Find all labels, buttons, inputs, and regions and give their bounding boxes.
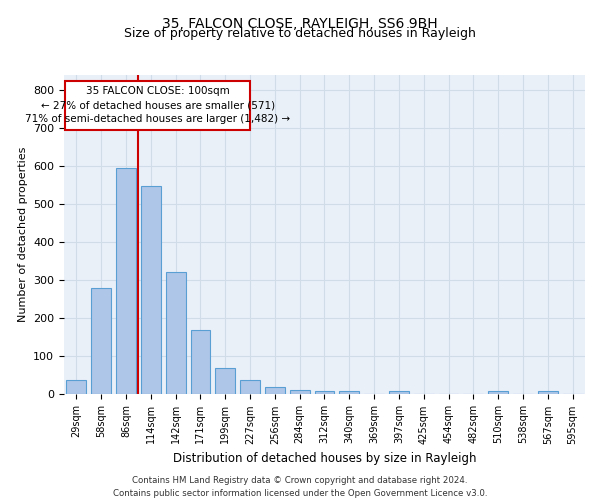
Bar	[340, 392, 359, 394]
Bar	[314, 392, 334, 394]
Bar	[166, 272, 185, 394]
X-axis label: Distribution of detached houses by size in Rayleigh: Distribution of detached houses by size …	[173, 452, 476, 465]
Bar	[116, 168, 136, 394]
Text: Contains HM Land Registry data © Crown copyright and database right 2024.
Contai: Contains HM Land Registry data © Crown c…	[113, 476, 487, 498]
Bar	[538, 392, 558, 394]
Bar	[141, 186, 161, 394]
FancyBboxPatch shape	[65, 80, 250, 130]
Text: 35, FALCON CLOSE, RAYLEIGH, SS6 9BH: 35, FALCON CLOSE, RAYLEIGH, SS6 9BH	[162, 18, 438, 32]
Text: Size of property relative to detached houses in Rayleigh: Size of property relative to detached ho…	[124, 28, 476, 40]
Bar	[265, 387, 285, 394]
Bar	[488, 392, 508, 394]
Text: 35 FALCON CLOSE: 100sqm
← 27% of detached houses are smaller (571)
71% of semi-d: 35 FALCON CLOSE: 100sqm ← 27% of detache…	[25, 86, 290, 124]
Bar	[240, 380, 260, 394]
Bar	[215, 368, 235, 394]
Bar	[389, 392, 409, 394]
Y-axis label: Number of detached properties: Number of detached properties	[17, 147, 28, 322]
Bar	[67, 380, 86, 394]
Bar	[290, 390, 310, 394]
Bar	[91, 288, 111, 395]
Bar	[191, 330, 211, 394]
